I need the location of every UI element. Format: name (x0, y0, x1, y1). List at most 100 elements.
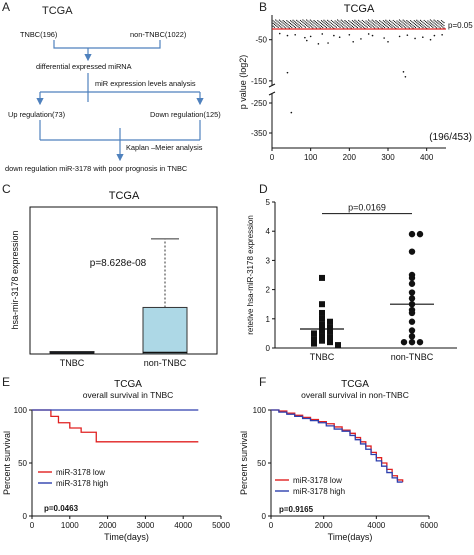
chart-b-point (307, 20, 309, 22)
chart-b-point (296, 22, 298, 24)
chart-b-point (428, 21, 430, 23)
chart-b-point (351, 20, 354, 22)
chart-b-point (403, 26, 405, 28)
chart-b-point (424, 20, 427, 23)
chart-d-point-square (319, 337, 325, 344)
chart-b-point (360, 24, 362, 26)
chart-b-point (398, 35, 401, 38)
chart-b-point (339, 24, 341, 26)
chart-b-point (387, 27, 389, 29)
chart-d-point-circle (408, 338, 416, 346)
chart-b-point (354, 19, 356, 21)
flow-non-tnbc: non-TNBC(1022) (130, 30, 186, 39)
chart-b-point (433, 22, 435, 24)
chart-b-point (351, 23, 354, 25)
chart-b-point (287, 21, 289, 23)
chart-d-category-label: TNBC (310, 352, 335, 362)
chart-b-point (388, 19, 391, 21)
chart-b-point (435, 21, 438, 23)
chart-b-point (367, 22, 370, 24)
chart-d-y-tick-label: 5 (266, 198, 271, 207)
chart-b-point (431, 25, 433, 27)
chart-b-break-mark (268, 83, 276, 88)
chart-b-point (414, 24, 417, 26)
chart-b-point (348, 25, 350, 27)
chart-b-point (345, 23, 347, 25)
chart-b-point (333, 34, 335, 37)
chart-b-point (315, 21, 318, 24)
chart-b-point (403, 20, 405, 22)
chart-b-point (277, 24, 279, 26)
chart-b-point (296, 25, 298, 27)
chart-b-point (350, 24, 352, 27)
chart-b-point (379, 20, 381, 22)
chart-b-point (434, 20, 436, 22)
chart-b-point (440, 20, 443, 22)
chart-b-point (359, 26, 361, 28)
chart-b-point (341, 20, 344, 22)
chart-b-x-tick-label: 400 (420, 153, 434, 162)
chart-b-point (303, 20, 305, 22)
chart-b-point (308, 26, 310, 28)
chart-b-point (429, 22, 431, 24)
chart-b-point (437, 25, 439, 27)
chart-b-point (412, 24, 414, 27)
chart-e-legend-label: miR-3178 low (56, 468, 105, 477)
chart-b-point (341, 26, 344, 28)
chart-b-point (273, 23, 276, 25)
chart-b-point (293, 20, 295, 22)
chart-b-point (297, 20, 299, 22)
chart-c-category-label: non-TNBC (144, 358, 187, 368)
chart-b-point (320, 23, 323, 25)
chart-b-point (390, 26, 392, 28)
chart-b-point (294, 27, 297, 29)
chart-b-point (379, 25, 381, 27)
chart-b-point (277, 21, 279, 23)
chart-b-point (414, 26, 417, 29)
chart-b-point (380, 26, 382, 28)
chart-b-point (416, 25, 418, 27)
chart-b-point (383, 21, 386, 23)
chart-b-point (302, 21, 304, 24)
chart-d-y-tick-label: 3 (266, 256, 271, 265)
chart-b-point (405, 21, 407, 23)
flow-connector-bottom (39, 120, 201, 162)
chart-b-point (418, 27, 420, 29)
chart-b-point (366, 23, 368, 25)
chart-b-point (422, 21, 424, 23)
chart-d-point-square (319, 309, 325, 316)
chart-c-box (142, 306, 188, 355)
chart-b-point (280, 26, 282, 28)
chart-b-point (380, 21, 382, 23)
chart-b-point (385, 25, 387, 27)
chart-b-point (361, 19, 363, 22)
chart-b-point (271, 21, 273, 24)
chart-d-point-circle (416, 338, 424, 346)
chart-b-point (285, 24, 287, 26)
chart-b-point (417, 20, 419, 22)
panel-c-letter: C (2, 182, 11, 196)
chart-b-point (272, 20, 274, 22)
flow-levels: miR expression levels analysis (95, 79, 196, 88)
flow-tnbc: TNBC(196) (20, 30, 57, 39)
chart-b-point (328, 23, 330, 25)
chart-b-point (364, 21, 366, 24)
chart-b-point (323, 22, 325, 24)
chart-b-point (416, 19, 418, 21)
chart-e-x-tick-label: 3000 (137, 521, 155, 530)
chart-b-point (437, 22, 439, 24)
chart-b-point (332, 23, 334, 25)
chart-b-point (288, 22, 290, 24)
chart-b-point (288, 27, 290, 29)
chart-b-point (283, 26, 285, 28)
chart-b-point (356, 24, 358, 26)
chart-b-point (413, 25, 415, 28)
chart-b-point (408, 27, 410, 29)
chart-d-point-circle (408, 274, 416, 282)
chart-b-point (272, 22, 274, 24)
chart-b-point (319, 22, 321, 24)
chart-b-point (438, 23, 440, 25)
chart-b-point (360, 27, 362, 29)
chart-b-point (329, 24, 331, 26)
